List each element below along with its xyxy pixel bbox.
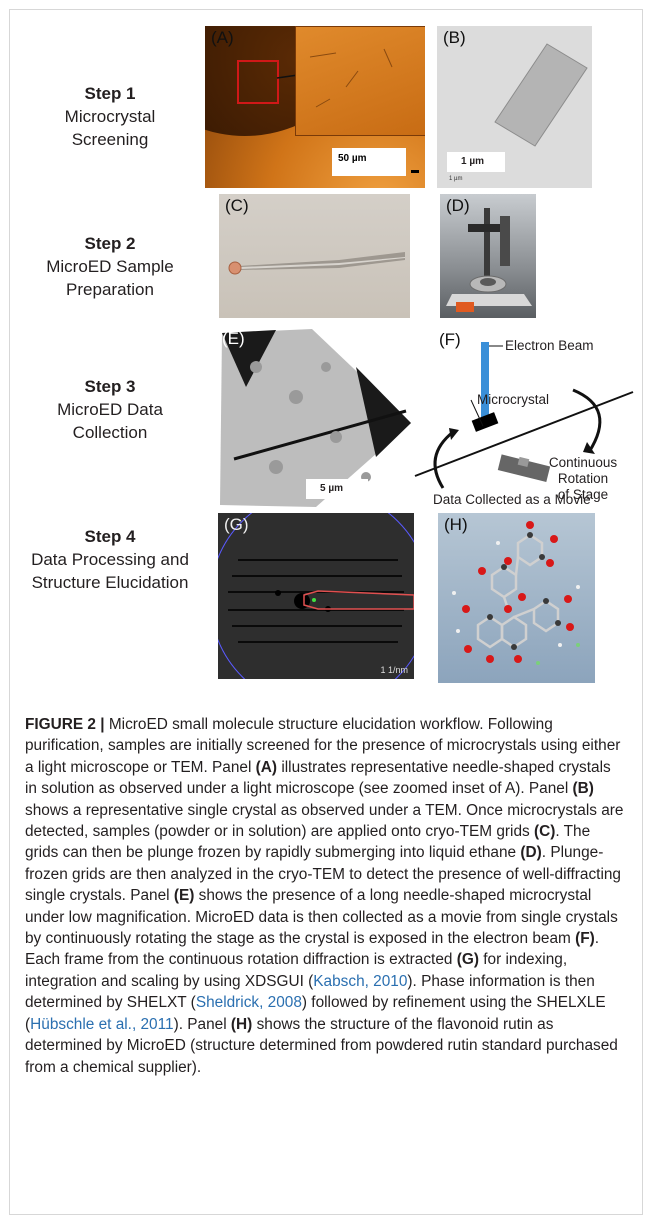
rotation-label: Continuous Rotation of Stage — [548, 455, 618, 502]
figure-frame — [9, 9, 643, 1215]
panel-c-grid-tweezers: (C) — [219, 194, 410, 318]
reference-link-kabsch[interactable]: Kabsch, 2010 — [313, 972, 408, 990]
microcrystal-block — [471, 412, 499, 432]
panel-b-scalebar: 1 µm — [447, 152, 505, 172]
panel-a-scalebar: 50 µm — [332, 148, 406, 176]
microed-setup-diagram — [414, 342, 634, 489]
step-4-label: Step 4 Data Processing and Structure Elu… — [31, 527, 189, 592]
panel-f-schematic: (F) Electron Beam Microcrystal Continuou… — [413, 328, 643, 510]
step-3-label: Step 3 MicroED Data Collection — [57, 377, 163, 442]
beam-stop-outline — [303, 590, 414, 610]
tweezers-with-grid — [228, 252, 405, 275]
panel-e-grid-atlas: (E) 5 µm — [216, 327, 413, 510]
panel-d-label: (D) — [446, 196, 470, 215]
panel-b-label: (B) — [443, 28, 466, 47]
electron-beam-label: Electron Beam — [505, 338, 594, 353]
panel-c-label: (C) — [225, 196, 249, 215]
diffraction-pattern-image — [218, 513, 414, 679]
panel-a-label: (A) — [211, 28, 234, 47]
single-crystal — [494, 43, 588, 147]
panel-g-scale: 1 1/nm — [380, 665, 408, 675]
figure-caption: FIGURE 2 | MicroED small molecule struct… — [25, 716, 624, 1076]
movie-label: Data Collected as a Movie — [433, 492, 591, 507]
microcrystal-label: Microcrystal — [477, 392, 550, 407]
panel-e-scalebar: 5 µm — [306, 479, 368, 499]
panel-a-scale-tick — [411, 170, 419, 173]
reference-link-sheldrick[interactable]: Sheldrick, 2008 — [195, 994, 302, 1012]
step-1-label: Step 1 Microcrystal Screening — [64, 84, 156, 149]
freezer-apparatus — [446, 208, 532, 312]
molecule-ball-and-stick — [452, 521, 580, 665]
panel-h-rutin-structure: (H) — [438, 513, 595, 683]
needle-crystals — [309, 48, 393, 108]
zoom-region-box — [237, 60, 279, 104]
panel-f-label: (F) — [439, 330, 461, 349]
panel-a-light-microscope: (A) 50 µm — [205, 26, 425, 188]
zoom-inset — [295, 26, 425, 136]
step-2-label: Step 2 MicroED Sample Preparation — [46, 234, 174, 299]
panel-g-label: (G) — [224, 515, 249, 534]
panel-e-label: (E) — [222, 329, 245, 348]
panel-b-scale-small: 1 µm — [449, 176, 463, 182]
grid-square-image — [220, 329, 411, 507]
panel-g-diffraction: (G) 1 1/nm — [218, 513, 414, 679]
panel-b-tem-crystal: (B) 1 µm 1 µm — [437, 26, 592, 188]
panel-d-plunge-freezer: (D) — [440, 194, 536, 318]
reference-link-hubschle[interactable]: Hübschle et al., 2011 — [30, 1015, 174, 1033]
panel-h-label: (H) — [444, 515, 468, 534]
electron-beam — [481, 342, 489, 418]
figure-number: FIGURE 2 | — [25, 716, 105, 733]
